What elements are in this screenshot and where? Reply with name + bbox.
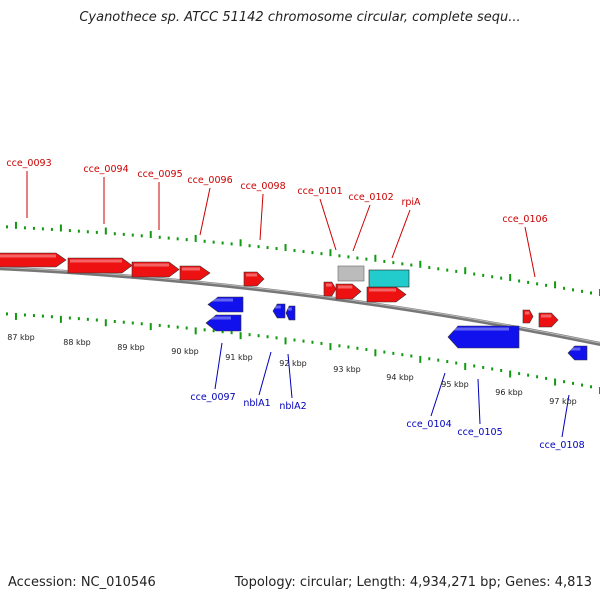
kbp-labels: 87 kbp 88 kbp 89 kbp 90 kbp 91 kbp 92 kbp 93 k…	[7, 333, 577, 406]
inner-tick-ring	[5, 312, 600, 394]
label-cce_0097: cce_0097	[190, 392, 235, 403]
gene-cce_0100	[323, 281, 337, 297]
gene-rpiA	[368, 269, 410, 288]
label-nblA1: nblA1	[243, 398, 270, 409]
kbp-label-90: 90 kbp	[171, 347, 199, 356]
gene-cce_0097-top	[207, 296, 244, 313]
kbp-label-88: 88 kbp	[63, 338, 91, 347]
topology-text: Topology: circular; Length: 4,934,271 bp…	[234, 575, 592, 590]
label-cce_0094: cce_0094	[83, 164, 128, 175]
gene-cce_0102	[337, 265, 365, 282]
gene-cce_0107-shine	[541, 314, 552, 318]
gene-labels: cce_0093 cce_0094 cce_0095 cce_0096 cce_0098…	[6, 158, 584, 451]
gene-cce_0093-shine	[0, 254, 56, 258]
label-rpiA-leader	[391, 209, 411, 259]
label-cce_0096-leader	[199, 187, 211, 236]
label-cce_0102: cce_0102	[348, 192, 393, 203]
kbp-label-92: 92 kbp	[279, 359, 307, 368]
label-cce_0102-leader	[352, 204, 371, 252]
kbp-label-95: 95 kbp	[441, 380, 469, 389]
gene-nblA1	[272, 303, 286, 319]
kbp-label-91: 91 kbp	[225, 353, 253, 362]
label-cce_0108: cce_0108	[539, 440, 584, 451]
gene-cce_0101-shine	[338, 285, 353, 289]
label-cce_0104: cce_0104	[406, 419, 451, 430]
kbp-label-96: 96 kbp	[495, 388, 523, 397]
gene-cce_0096	[179, 265, 211, 281]
gene-cce_0094-shine	[70, 259, 122, 263]
label-cce_0093: cce_0093	[6, 158, 51, 169]
gene-cce_0106	[522, 309, 534, 324]
gene-cce_0104	[447, 325, 520, 349]
label-cce_0101-leader	[319, 198, 337, 251]
kbp-label-94: 94 kbp	[386, 373, 414, 382]
kbp-label-89: 89 kbp	[117, 343, 145, 352]
gene-nblA1-shine	[275, 305, 281, 309]
label-rpiA: rpiA	[401, 197, 421, 208]
gene-nblA2-shine	[288, 307, 292, 311]
label-nblA2-leader	[287, 353, 293, 399]
gene-cce_0103-shine	[369, 288, 396, 292]
label-cce_0106: cce_0106	[502, 214, 547, 225]
kbp-label-97: 97 kbp	[549, 397, 577, 406]
kbp-label-87: 87 kbp	[7, 333, 35, 342]
gene-cce_0101	[335, 283, 362, 300]
label-cce_0105-leader	[477, 378, 481, 425]
label-cce_0106-leader	[524, 226, 536, 278]
gene-cce_0093	[0, 252, 67, 268]
gene-cce_0097-shine	[208, 316, 231, 320]
map-title: Cyanothece sp. ATCC 51142 chromosome cir…	[79, 10, 521, 25]
gene-cce_0106-shine	[525, 311, 530, 315]
outer-tick-ring	[5, 221, 600, 296]
gene-cce_0097	[205, 314, 242, 332]
gene-cce_0104-shine	[450, 327, 509, 331]
accession-text: Accession: NC_010546	[8, 575, 156, 590]
gene-cce_0098-shine	[246, 273, 257, 277]
label-cce_0098-leader	[259, 193, 264, 241]
label-cce_0097-leader	[214, 342, 223, 390]
gene-features	[0, 252, 588, 361]
gene-cce_0095-shine	[134, 263, 169, 267]
gene-cce_0095	[131, 261, 180, 278]
label-cce_0098: cce_0098	[240, 181, 285, 192]
label-cce_0095: cce_0095	[137, 169, 182, 180]
gene-cce_0107	[538, 312, 559, 328]
gene-cce_0100-shine	[326, 283, 332, 287]
gene-cce_0096-shine	[182, 267, 200, 271]
label-nblA2: nblA2	[279, 401, 306, 412]
label-cce_0105: cce_0105	[457, 427, 502, 438]
kbp-label-93: 93 kbp	[333, 365, 361, 374]
label-cce_0108-leader	[561, 394, 570, 438]
gene-cce_0094	[67, 257, 133, 274]
gene-cce_0097-top-shine	[210, 298, 233, 302]
label-cce_0101: cce_0101	[297, 186, 342, 197]
gene-nblA2	[285, 305, 296, 321]
label-cce_0104-leader	[430, 372, 446, 417]
label-cce_0096: cce_0096	[187, 175, 232, 186]
gene-cce_0098	[243, 271, 265, 287]
gene-cce_0108-shine	[570, 347, 581, 351]
label-nblA1-leader	[258, 351, 272, 396]
gene-cce_0108	[567, 345, 588, 361]
